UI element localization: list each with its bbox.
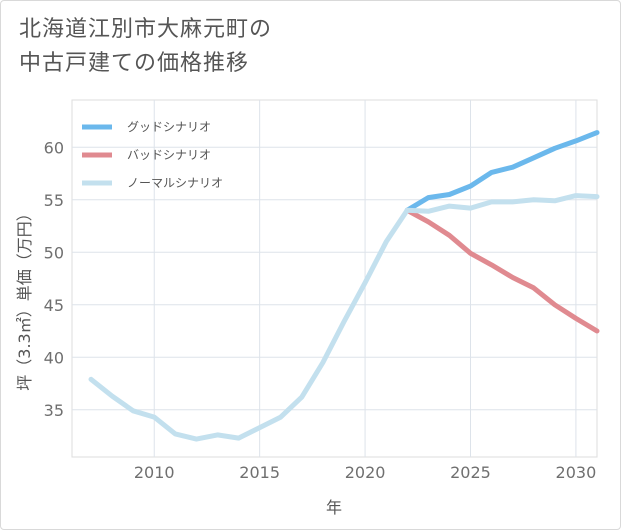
- x-tick-label: 2010: [134, 463, 175, 482]
- chart-title-line-1: 北海道江別市大麻元町の: [19, 17, 273, 42]
- x-tick-label: 2015: [239, 463, 280, 482]
- legend-label: バッドシナリオ: [127, 148, 211, 162]
- series-line-2: [88, 193, 600, 442]
- chart-title: 北海道江別市大麻元町の 中古戸建ての価格推移: [19, 13, 272, 81]
- y-axis-label: 坪（3.3㎡）単価（万円）: [15, 205, 34, 390]
- legend-label: ノーマルシナリオ: [127, 176, 223, 190]
- y-tick-label: 45: [44, 296, 64, 315]
- series-line-0: [404, 130, 600, 213]
- y-tick-label: 60: [44, 138, 64, 157]
- series-line-1: [404, 207, 600, 334]
- x-tick-labels: 2010 2015 2020 2025 2030: [134, 463, 596, 482]
- y-tick-labels: 35 40 45 50 55 60: [44, 138, 64, 420]
- chart-title-line-2: 中古戸建ての価格推移: [19, 51, 250, 76]
- y-tick-label: 50: [44, 243, 64, 262]
- legend-label: グッドシナリオ: [127, 120, 211, 134]
- x-tick-label: 2025: [450, 463, 491, 482]
- y-tick-label: 55: [44, 191, 64, 210]
- series-lines: [88, 130, 600, 442]
- x-axis-label: 年: [326, 498, 342, 517]
- x-tick-label: 2030: [556, 463, 597, 482]
- y-tick-label: 40: [44, 348, 64, 367]
- x-tick-label: 2020: [345, 463, 386, 482]
- y-tick-label: 35: [44, 401, 64, 420]
